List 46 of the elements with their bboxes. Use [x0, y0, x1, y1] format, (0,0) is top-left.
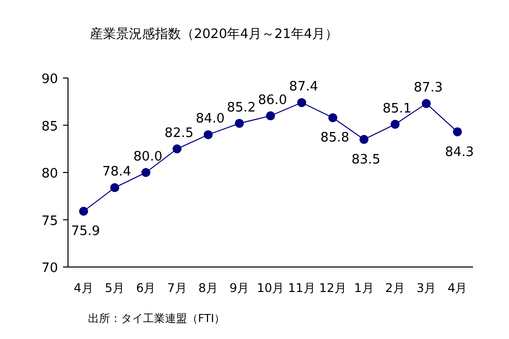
text: 出所：タイ工業連盟（FTI）: [88, 312, 226, 325]
point: [359, 134, 368, 144]
data-label: 85.1: [382, 101, 412, 116]
x-tick-label: 1月: [354, 281, 374, 295]
point: [141, 168, 150, 177]
data-label: 85.2: [226, 100, 256, 116]
point: [422, 99, 431, 108]
point: [234, 118, 244, 128]
x-tick-label: 12月: [319, 281, 346, 295]
x-tick-label: 2月: [385, 281, 405, 295]
point: [172, 144, 182, 154]
y-tick-label: 70: [41, 261, 58, 276]
data-label: 87.3: [414, 80, 443, 96]
point: [390, 120, 400, 129]
point: [266, 111, 275, 120]
x-tick-label: 8月: [198, 281, 218, 295]
x-tick-label: 7月: [167, 281, 187, 295]
x-tick-label: 5月: [104, 281, 125, 295]
x-tick-label: 4月: [74, 281, 94, 295]
point: [79, 206, 88, 216]
x-tick-label: 11月: [288, 281, 316, 295]
data-label: 80.0: [133, 150, 162, 164]
x-tick-label: 9月: [230, 281, 250, 295]
x-tick-label: 10月: [256, 281, 284, 295]
point: [204, 130, 213, 140]
data-label: 84.3: [444, 144, 474, 160]
y-tick-label: 80: [41, 166, 58, 182]
point: [328, 113, 338, 122]
data-label: 87.4: [289, 80, 318, 95]
data-label: 86.0: [258, 92, 287, 108]
y-tick-label: 90: [41, 72, 58, 87]
data-label: 84.0: [196, 112, 225, 127]
x-tick-label: 3月: [416, 281, 436, 295]
point: [110, 183, 120, 192]
data-label: 78.4: [102, 164, 132, 180]
y-tick-label: 85: [41, 119, 58, 134]
point: [452, 127, 462, 136]
point: [297, 98, 306, 108]
data-label: 85.8: [320, 130, 350, 146]
x-tick-label: 4月: [448, 281, 468, 295]
chart-title: 産業景況感指数（2020年4月～21年4月）: [90, 26, 338, 42]
data-label: 75.9: [71, 224, 100, 240]
data-label: 83.5: [351, 152, 380, 168]
x-tick-label: 6月: [136, 281, 156, 295]
y-tick-label: 75: [41, 214, 58, 229]
data-label: 82.5: [164, 126, 194, 141]
